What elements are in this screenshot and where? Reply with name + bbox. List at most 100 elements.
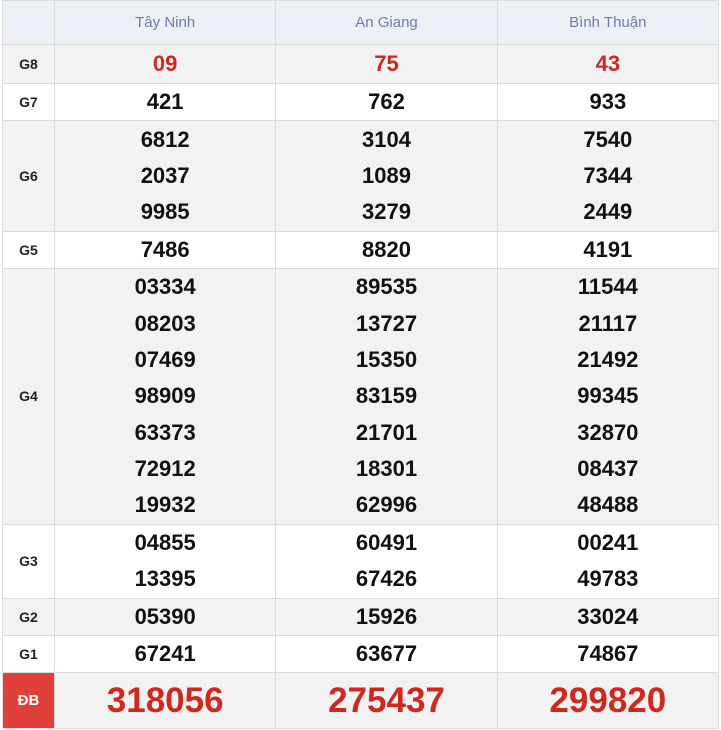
prize-cell: 05390 bbox=[53, 597, 277, 636]
prize-number: 43 bbox=[595, 50, 621, 76]
prize-number: 7344 bbox=[583, 162, 633, 188]
prize-number: 3104 bbox=[362, 126, 411, 152]
prize-cell: 63677 bbox=[275, 634, 498, 674]
prize-row: G5 7486 8820 4191 bbox=[2, 230, 720, 269]
prize-number: 11544 bbox=[577, 274, 638, 300]
prize-cell: 03334 08203 07469 98909 63373 72912 19932 bbox=[53, 267, 277, 525]
prize-number: 63677 bbox=[355, 641, 418, 666]
prize-number: 15926 bbox=[355, 603, 418, 629]
province-header: Tây Ninh bbox=[53, 0, 277, 45]
prize-number: 318056 bbox=[106, 680, 224, 720]
prize-row: ĐB 318056 275437 299820 bbox=[2, 672, 720, 730]
prize-number: 49783 bbox=[577, 566, 639, 592]
prize-number: 72912 bbox=[134, 455, 196, 481]
prize-number: 07469 bbox=[134, 346, 196, 372]
prize-row: G7 421 762 933 bbox=[2, 82, 720, 122]
prize-label: G1 bbox=[2, 634, 55, 674]
prize-cell: 6812 2037 9985 bbox=[53, 120, 277, 232]
prize-cell: 318056 bbox=[53, 672, 277, 730]
prize-row: G3 04855 13395 60491 67426 00241 49783 bbox=[2, 523, 720, 599]
prize-number: 13395 bbox=[134, 566, 196, 592]
prize-number: 98909 bbox=[134, 383, 196, 409]
prize-number: 09 bbox=[152, 50, 178, 76]
prize-label: G3 bbox=[2, 523, 55, 599]
prize-number: 99345 bbox=[577, 383, 639, 409]
prize-number: 13727 bbox=[355, 310, 418, 336]
prize-number: 89535 bbox=[355, 274, 418, 300]
prize-number: 62996 bbox=[355, 492, 418, 518]
prize-number: 15350 bbox=[355, 346, 418, 372]
prize-number: 63373 bbox=[134, 419, 196, 445]
prize-number: 83159 bbox=[355, 383, 418, 409]
prize-number: 67426 bbox=[355, 566, 418, 592]
prize-number: 275437 bbox=[328, 680, 445, 720]
prize-cell: 15926 bbox=[275, 597, 498, 636]
prize-cell: 67241 bbox=[53, 634, 277, 674]
prize-number: 3279 bbox=[362, 199, 411, 225]
prize-cell: 7540 7344 2449 bbox=[496, 120, 720, 232]
prize-number: 04855 bbox=[134, 529, 196, 555]
prize-cell: 43 bbox=[496, 44, 720, 84]
prize-number: 03334 bbox=[134, 274, 196, 300]
prize-cell: 11544 21117 21492 99345 32870 08437 48488 bbox=[496, 267, 720, 525]
prize-number: 933 bbox=[589, 89, 627, 115]
prize-cell: 8820 bbox=[275, 230, 498, 269]
prize-number: 762 bbox=[368, 89, 405, 115]
prize-cell: 09 bbox=[53, 44, 277, 84]
prize-label: G8 bbox=[2, 44, 55, 84]
corner bbox=[2, 0, 55, 45]
prize-number: 32870 bbox=[577, 419, 639, 445]
prize-cell: 89535 13727 15350 83159 21701 18301 62996 bbox=[275, 267, 498, 525]
prize-row: G8 09 75 43 bbox=[2, 44, 720, 84]
prize-cell: 60491 67426 bbox=[275, 523, 498, 599]
prize-number: 00241 bbox=[577, 529, 639, 555]
prize-cell: 421 bbox=[53, 82, 277, 122]
prize-number: 2449 bbox=[583, 199, 633, 225]
prize-label: G7 bbox=[2, 82, 55, 122]
prize-label: ĐB bbox=[2, 672, 55, 730]
prize-cell: 04855 13395 bbox=[53, 523, 277, 599]
prize-cell: 33024 bbox=[496, 597, 720, 636]
prize-number: 8820 bbox=[362, 236, 411, 262]
province-header: An Giang bbox=[275, 0, 498, 45]
prize-number: 18301 bbox=[355, 455, 418, 481]
prize-label: G2 bbox=[2, 597, 55, 636]
prize-number: 75 bbox=[374, 50, 399, 76]
header-row: Tây Ninh An Giang Bình Thuận bbox=[2, 0, 720, 45]
prize-number: 21492 bbox=[577, 346, 639, 372]
prize-label: G4 bbox=[2, 267, 55, 525]
prize-cell: 00241 49783 bbox=[496, 523, 720, 599]
prize-label: G6 bbox=[2, 120, 55, 232]
prize-number: 1089 bbox=[362, 162, 411, 188]
prize-number: 7486 bbox=[140, 236, 190, 262]
prize-number: 08437 bbox=[577, 455, 639, 481]
prize-row: G4 03334 08203 07469 98909 63373 72912 19932 895… bbox=[2, 267, 720, 525]
prize-label: G5 bbox=[2, 230, 55, 269]
prize-row: G1 67241 63677 74867 bbox=[2, 634, 720, 674]
prize-cell: 7486 bbox=[53, 230, 277, 269]
prize-number: 08203 bbox=[134, 310, 196, 336]
prize-number: 6812 bbox=[140, 126, 190, 152]
prize-cell: 762 bbox=[275, 82, 498, 122]
prize-number: 74867 bbox=[577, 641, 639, 666]
prize-cell: 4191 bbox=[496, 230, 720, 269]
province-header: Bình Thuận bbox=[496, 0, 720, 45]
prize-number: 60491 bbox=[355, 529, 418, 555]
prize-number: 7540 bbox=[583, 126, 633, 152]
prize-number: 33024 bbox=[577, 603, 639, 629]
prize-number: 4191 bbox=[583, 236, 633, 262]
prize-number: 21701 bbox=[355, 419, 418, 445]
prize-cell: 299820 bbox=[496, 672, 720, 730]
prize-number: 21117 bbox=[578, 310, 638, 336]
prize-cell: 75 bbox=[275, 44, 498, 84]
prize-number: 19932 bbox=[134, 492, 196, 518]
prize-number: 48488 bbox=[577, 492, 639, 518]
prize-number: 299820 bbox=[549, 680, 667, 720]
prize-cell: 933 bbox=[496, 82, 720, 122]
prize-number: 9985 bbox=[140, 199, 190, 225]
prize-number: 67241 bbox=[134, 641, 196, 666]
prize-row: G2 05390 15926 33024 bbox=[2, 597, 720, 636]
prize-number: 2037 bbox=[140, 162, 190, 188]
